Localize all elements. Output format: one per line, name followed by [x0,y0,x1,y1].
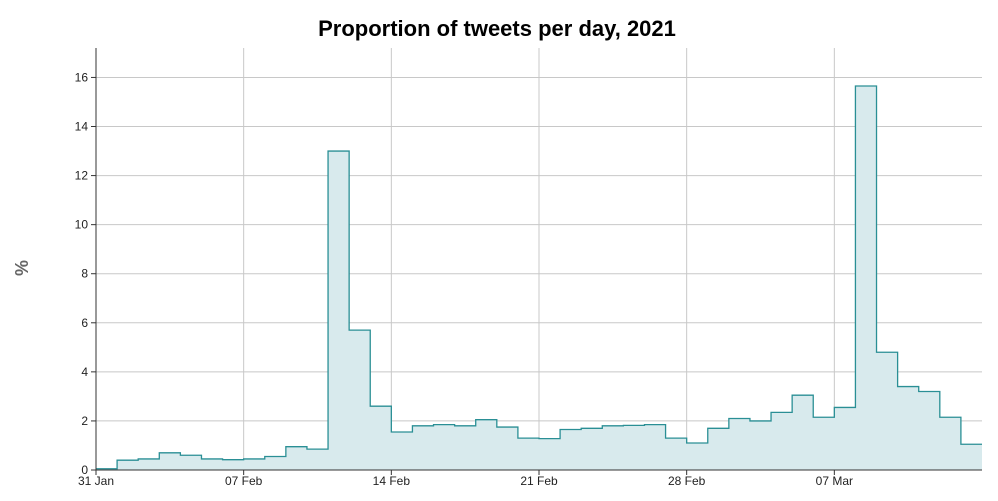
data-step [201,459,222,470]
data-step [792,395,813,470]
data-step [602,426,623,470]
data-step [391,432,412,470]
series-step-line [96,85,982,470]
data-step [455,426,476,470]
data-step [180,455,201,470]
y-axis-label: % [12,260,32,276]
data-step [117,460,138,470]
data-step [138,459,159,470]
x-tick-label: 07 Feb [225,474,263,488]
grid [95,48,982,471]
data-step [898,387,919,470]
data-step [813,417,834,470]
data-step [476,420,497,470]
data-step [877,352,898,470]
x-tick-label: 31 Jan [78,474,114,488]
data-step [644,425,665,470]
y-tick-label: 14 [75,120,89,134]
data-step [623,425,644,470]
data-step [349,330,370,470]
data-step [666,438,687,470]
data-step [687,443,708,470]
y-tick-label: 8 [81,267,88,281]
y-tick-label: 10 [75,218,89,232]
data-step [265,457,286,470]
y-axis-ticks: 0 2 4 6 8 10 12 14 16 [75,70,89,477]
data-step [412,426,433,470]
data-step [940,417,961,470]
y-tick-label: 4 [81,365,88,379]
y-tick-label: 0 [81,463,88,477]
data-step [708,428,729,470]
y-tick-label: 16 [75,70,89,84]
data-step [539,439,560,470]
data-step [497,427,518,470]
series-area-fill [96,86,982,471]
x-tick-label: 14 Feb [373,474,411,488]
data-step [919,391,940,470]
data-step [581,428,602,470]
data-step [855,86,876,470]
data-step [434,425,455,470]
data-step [328,151,349,470]
data-step [223,460,244,470]
data-step [370,406,391,470]
axes [91,48,982,475]
data-step [560,430,581,470]
plot-area [96,85,982,471]
data-step [518,438,539,470]
data-step [307,449,328,470]
data-step [244,459,265,470]
data-step [834,407,855,470]
x-tick-label: 07 Mar [816,474,853,488]
data-step [961,444,982,470]
x-axis-ticks: 31 Jan 07 Feb 14 Feb 21 Feb 28 Feb 07 Mar [78,474,853,488]
y-tick-label: 12 [75,169,89,183]
data-step [159,453,180,470]
x-tick-label: 21 Feb [520,474,558,488]
data-step [729,418,750,470]
data-step [771,412,792,470]
x-tick-label: 28 Feb [668,474,706,488]
data-step [286,447,307,470]
y-tick-label: 2 [81,414,88,428]
data-step [750,421,771,470]
chart-title: Proportion of tweets per day, 2021 [318,16,676,41]
y-tick-label: 6 [81,316,88,330]
